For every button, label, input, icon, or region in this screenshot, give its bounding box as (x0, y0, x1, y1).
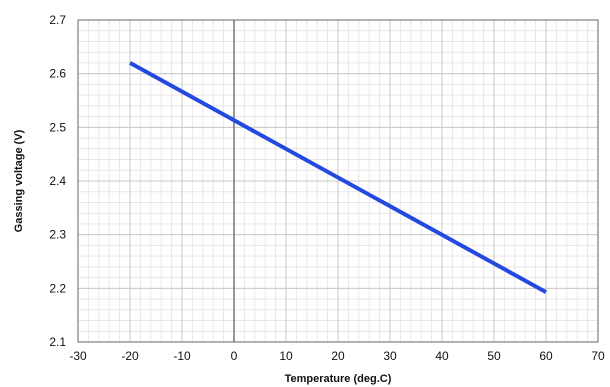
x-tick-label: 30 (383, 349, 397, 363)
x-tick-label: 40 (435, 349, 449, 363)
y-tick-label: 2.1 (49, 335, 66, 349)
x-tick-label: -20 (121, 349, 139, 363)
y-axis-title: Gassing voltage (V) (13, 129, 25, 232)
y-tick-label: 2.2 (49, 281, 66, 295)
plot-frame (77, 19, 599, 343)
series-line (129, 61, 547, 294)
x-tick-label: 0 (231, 349, 238, 363)
y-tick-label: 2.6 (49, 67, 66, 81)
x-tick-label: 20 (331, 349, 345, 363)
y-tick-labels: 2.1 2.2 2.3 2.4 2.5 2.6 2.7 (49, 13, 66, 349)
y-tick-label: 2.5 (49, 120, 66, 134)
x-tick-label: 70 (591, 349, 605, 363)
x-axis-title: Temperature (deg.C) (285, 373, 392, 385)
series-layer (129, 61, 547, 294)
x-tick-labels: -30 -20 -10 0 10 20 30 40 50 60 70 (69, 349, 605, 363)
x-tick-label: 60 (539, 349, 553, 363)
x-tick-label: 10 (279, 349, 293, 363)
y-tick-label: 2.4 (49, 174, 66, 188)
x-tick-label: 50 (487, 349, 501, 363)
y-tick-label: 2.7 (49, 13, 66, 27)
x-tick-label: -10 (173, 349, 191, 363)
y-tick-label: 2.3 (49, 228, 66, 242)
x-tick-label: -30 (69, 349, 87, 363)
